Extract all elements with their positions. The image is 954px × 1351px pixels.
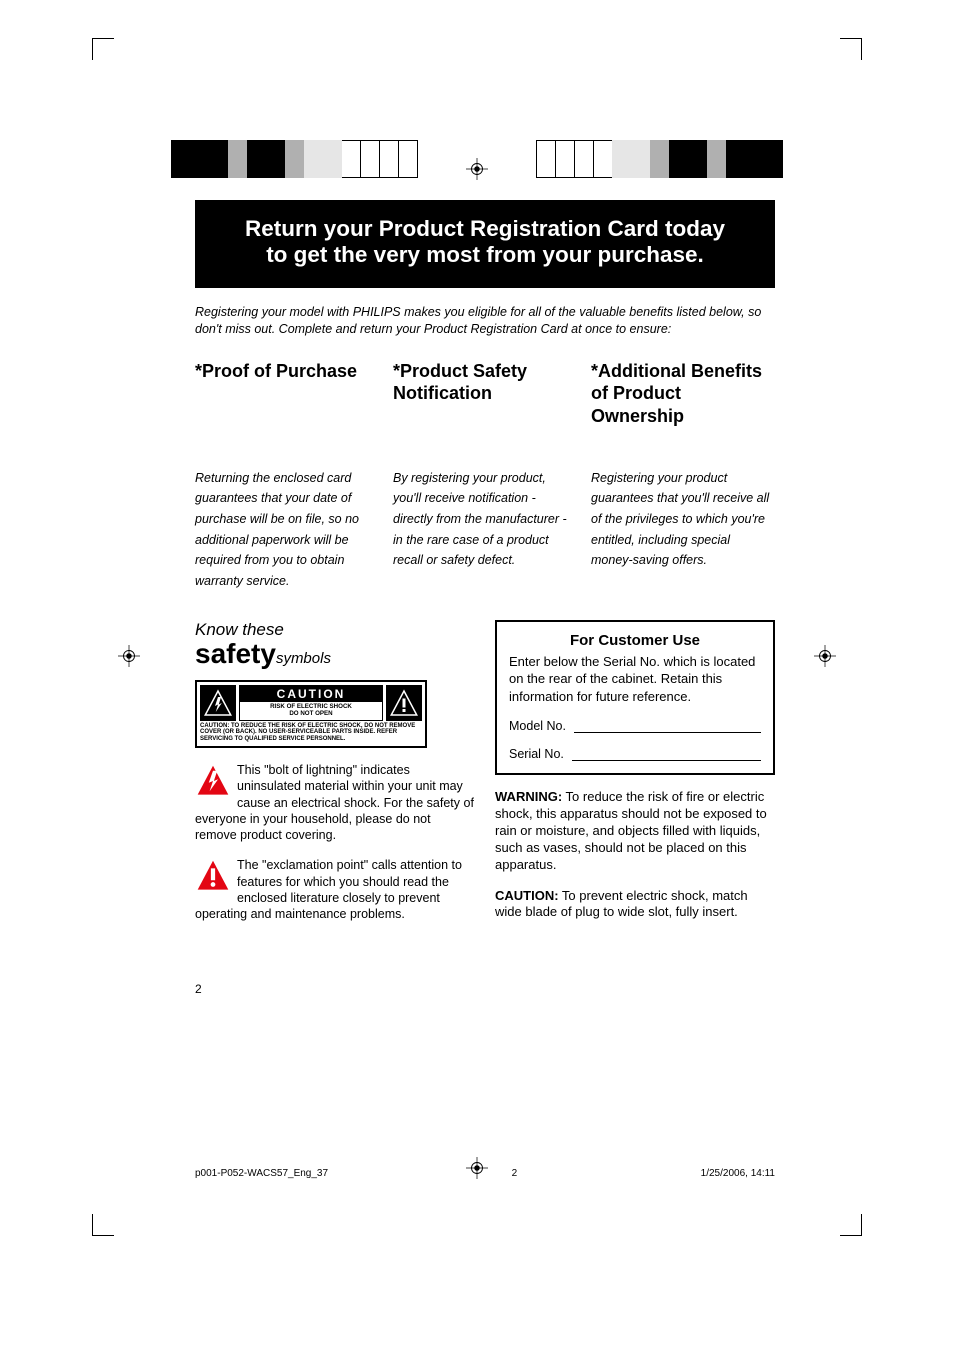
footer-date: 1/25/2006, 14:11 (701, 1168, 775, 1179)
serial-no-line (572, 747, 761, 761)
footer-page: 2 (512, 1168, 518, 1179)
customer-use-section: For Customer Use Enter below the Serial … (495, 620, 775, 923)
column-title: *Proof of Purchase (195, 360, 379, 456)
caution-paragraph: CAUTION: To prevent electric shock, matc… (495, 888, 775, 922)
lightning-triangle-icon (195, 764, 231, 798)
benefits-columns: *Proof of Purchase Returning the enclose… (195, 360, 775, 592)
page-number: 2 (195, 982, 775, 996)
customer-use-box: For Customer Use Enter below the Serial … (495, 620, 775, 776)
know-these-text: Know these (195, 620, 475, 640)
exclamation-triangle-icon (195, 859, 231, 893)
caution-lead: CAUTION: (495, 888, 559, 903)
footer: p001-P052-WACS57_Eng_37 2 1/25/2006, 14:… (195, 1168, 775, 1179)
banner: Return your Product Registration Card to… (195, 200, 775, 288)
calibration-bars (171, 140, 418, 178)
serial-no-label: Serial No. (509, 747, 564, 761)
crop-mark (92, 1214, 114, 1236)
exclamation-paragraph: The "exclamation point" calls attention … (195, 857, 475, 922)
model-no-line (574, 719, 761, 733)
banner-line2: to get the very most from your purchase. (215, 242, 755, 268)
symbols-word: symbols (276, 650, 331, 667)
calibration-bars (536, 140, 783, 178)
customer-title: For Customer Use (509, 632, 761, 649)
bolt-paragraph: This "bolt of lightning" indicates unins… (195, 762, 475, 843)
model-no-label: Model No. (509, 719, 566, 733)
exclamation-text: The "exclamation point" calls attention … (195, 858, 462, 921)
crop-mark (840, 1214, 862, 1236)
column-benefits: *Additional Benefits of Product Ownershi… (591, 360, 775, 592)
column-safety: *Product Safety Notification By register… (393, 360, 577, 592)
column-body: By registering your product, you'll rece… (393, 468, 577, 571)
column-title: *Additional Benefits of Product Ownershi… (591, 360, 775, 456)
exclamation-triangle-icon (386, 685, 422, 721)
safety-heading: safetysymbols (195, 638, 475, 670)
banner-line1: Return your Product Registration Card to… (215, 216, 755, 242)
registration-mark-icon (118, 645, 140, 667)
footer-file: p001-P052-WACS57_Eng_37 (195, 1168, 328, 1179)
lower-section: Know these safetysymbols CAUTION RISK OF… (195, 620, 775, 923)
warning-paragraph: WARNING: To reduce the risk of fire or e… (495, 789, 775, 873)
registration-mark-icon (466, 158, 488, 180)
caution-fine-print: CAUTION: TO REDUCE THE RISK OF ELECTRIC … (200, 723, 422, 744)
column-proof: *Proof of Purchase Returning the enclose… (195, 360, 379, 592)
crop-mark (840, 38, 862, 60)
warning-lead: WARNING: (495, 789, 562, 804)
crop-mark (92, 38, 114, 60)
caution-subtext: RISK OF ELECTRIC SHOCK DO NOT OPEN (268, 702, 354, 720)
caution-label: CAUTION (240, 686, 382, 702)
caution-center: CAUTION RISK OF ELECTRIC SHOCK DO NOT OP… (239, 685, 383, 721)
model-no-field: Model No. (509, 719, 761, 733)
safety-word: safety (195, 638, 276, 669)
lightning-triangle-icon (200, 685, 236, 721)
column-body: Registering your product guarantees that… (591, 468, 775, 571)
caution-plate: CAUTION RISK OF ELECTRIC SHOCK DO NOT OP… (195, 680, 427, 749)
column-body: Returning the enclosed card guarantees t… (195, 468, 379, 592)
serial-no-field: Serial No. (509, 747, 761, 761)
page-content: Return your Product Registration Card to… (195, 200, 775, 996)
bolt-text: This "bolt of lightning" indicates unins… (195, 763, 474, 842)
intro-text: Registering your model with PHILIPS make… (195, 304, 775, 338)
customer-body: Enter below the Serial No. which is loca… (509, 653, 761, 706)
column-title: *Product Safety Notification (393, 360, 577, 456)
registration-mark-icon (814, 645, 836, 667)
safety-symbols-section: Know these safetysymbols CAUTION RISK OF… (195, 620, 475, 923)
